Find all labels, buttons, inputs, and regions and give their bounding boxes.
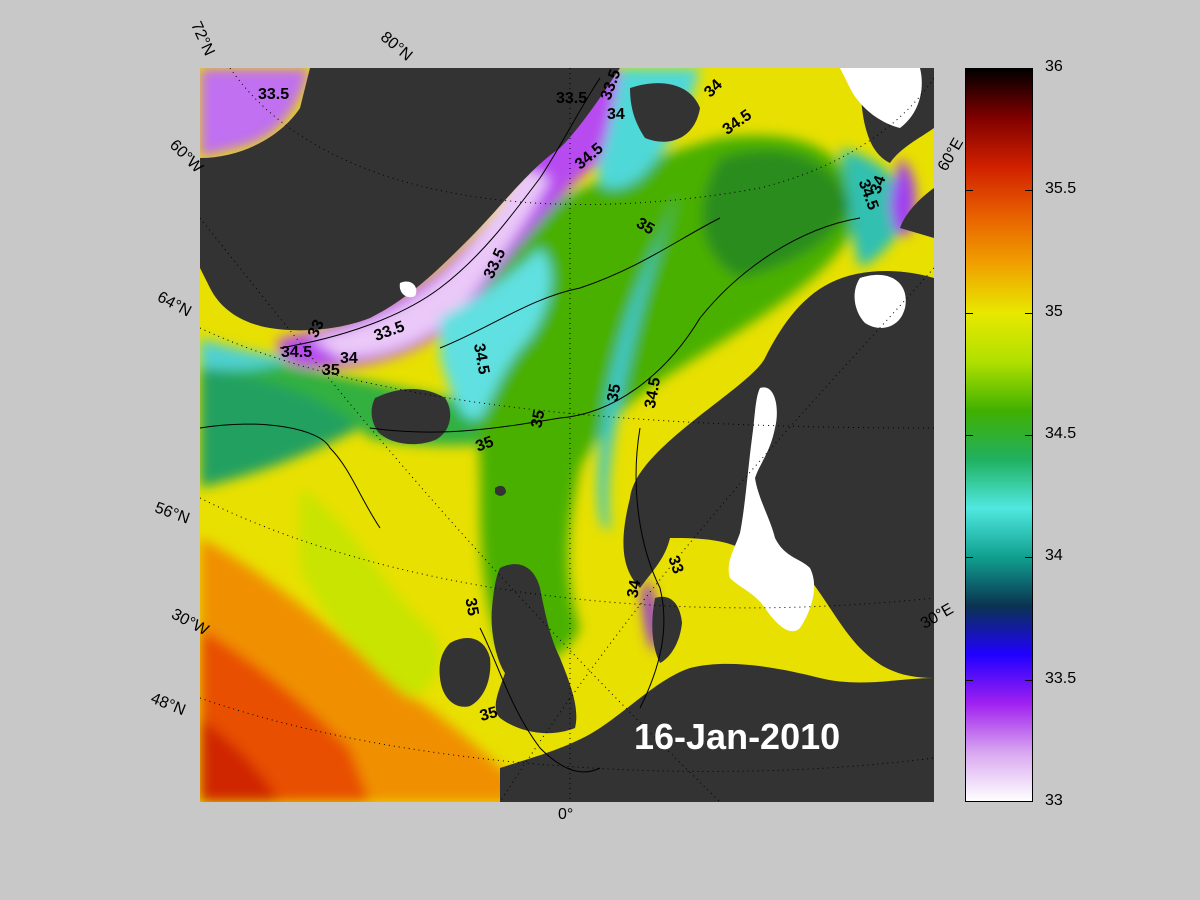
contour-label: 34 <box>607 106 625 123</box>
colorbar-tick-mark <box>1025 435 1033 436</box>
colorbar-tick-label: 33.5 <box>1045 669 1077 687</box>
contour-label: 34 <box>624 578 645 600</box>
colorbar-tick-mark <box>965 557 973 559</box>
colorbar-tick-label: 34.5 <box>1045 425 1077 442</box>
contour-lines <box>200 77 861 773</box>
contour-label: 35 <box>322 362 340 379</box>
lat-label-56n: 56°N <box>152 499 192 528</box>
contour-label: 34 <box>340 350 358 367</box>
contour-label: 33.5 <box>258 86 290 103</box>
colorbar-tick-label: 36 <box>1045 58 1063 75</box>
date-label: 16-Jan-2010 <box>634 716 841 757</box>
colorbar <box>965 68 1033 802</box>
colorbar-tick-mark <box>1025 190 1033 192</box>
colorbar-tick-mark <box>965 435 973 436</box>
colorbar-tick-mark <box>965 312 973 314</box>
lon-label-60e: 60°E <box>934 135 968 175</box>
salinity-map[interactable]: 16-Jan-2010 <box>200 68 934 802</box>
contour-label: 33.5 <box>556 90 588 107</box>
colorbar-tick-mark <box>1025 312 1033 314</box>
contour-label: 35 <box>528 408 549 430</box>
lon-label-0: 0° <box>558 806 574 823</box>
colorbar-tick-mark <box>965 679 973 681</box>
lat-label-64n: 64°N <box>154 288 194 321</box>
colorbar-tick-mark <box>1025 557 1033 559</box>
contour-label: 34.5 <box>281 344 313 361</box>
contour-label: 35 <box>461 596 482 618</box>
colorbar-tick-mark <box>1025 679 1033 681</box>
colorbar-tick-label: 35 <box>1045 302 1063 320</box>
colorbar-tick-label: 35.5 <box>1045 180 1077 198</box>
lat-label-80n: 80°N <box>377 28 416 65</box>
colorbar-tick-label: 33 <box>1045 792 1063 809</box>
ice-areas <box>399 68 922 632</box>
lat-label-48n: 48°N <box>148 689 188 720</box>
land-masses <box>200 68 934 802</box>
map-canvas <box>200 68 934 802</box>
colorbar-tick-label: 34 <box>1045 547 1063 565</box>
graticule <box>200 68 934 802</box>
colorbar-tick-mark <box>965 190 973 192</box>
contour-label: 35 <box>604 382 625 404</box>
lat-label-72n: 72°N <box>187 18 218 59</box>
